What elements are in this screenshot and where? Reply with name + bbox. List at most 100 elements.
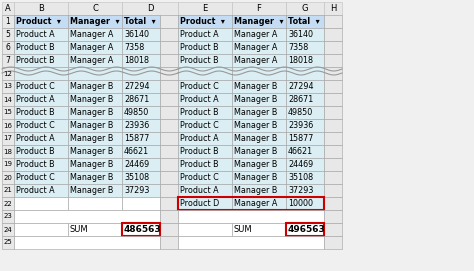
Text: 27294: 27294	[288, 82, 313, 91]
Text: 37293: 37293	[288, 186, 313, 195]
Bar	[286, 158, 324, 171]
Bar	[14, 158, 68, 171]
Bar	[14, 93, 68, 106]
Text: Manager B: Manager B	[70, 82, 113, 91]
Bar	[122, 15, 160, 28]
Bar	[324, 15, 342, 28]
Text: Manager A: Manager A	[70, 43, 113, 52]
Text: 35108: 35108	[288, 173, 313, 182]
Text: Product C: Product C	[180, 173, 219, 182]
Bar	[14, 28, 68, 41]
Bar	[160, 197, 178, 210]
Text: Manager B: Manager B	[234, 160, 277, 169]
Bar	[286, 15, 324, 28]
Text: 18018: 18018	[288, 56, 313, 65]
Bar	[178, 236, 324, 249]
Bar	[122, 223, 160, 236]
Text: 25: 25	[4, 240, 12, 246]
Bar	[232, 158, 286, 171]
Bar	[232, 54, 286, 67]
Bar	[286, 132, 324, 145]
Bar	[14, 119, 68, 132]
Bar	[14, 171, 68, 184]
Bar	[2, 132, 14, 145]
Bar	[2, 15, 14, 28]
Bar	[14, 184, 68, 197]
Bar	[324, 67, 342, 80]
Text: 7: 7	[6, 56, 10, 65]
Text: Product C: Product C	[180, 82, 219, 91]
Bar	[178, 54, 232, 67]
Bar	[68, 171, 122, 184]
Bar	[286, 2, 324, 15]
Text: Product B: Product B	[180, 108, 219, 117]
Text: D: D	[147, 4, 153, 13]
Bar	[286, 145, 324, 158]
Text: Manager  ▾: Manager ▾	[70, 17, 119, 26]
Text: 17: 17	[3, 136, 12, 141]
Bar	[122, 184, 160, 197]
Text: Manager B: Manager B	[70, 134, 113, 143]
Bar	[286, 54, 324, 67]
Bar	[324, 132, 342, 145]
Bar	[14, 210, 160, 223]
Bar	[122, 41, 160, 54]
Text: Product A: Product A	[180, 95, 219, 104]
Text: Manager B: Manager B	[234, 173, 277, 182]
Bar	[68, 80, 122, 93]
Bar	[160, 119, 178, 132]
Bar	[14, 15, 68, 28]
Text: Manager A: Manager A	[70, 56, 113, 65]
Text: 28671: 28671	[288, 95, 313, 104]
Bar	[232, 145, 286, 158]
Text: Manager B: Manager B	[234, 95, 277, 104]
Bar	[324, 158, 342, 171]
Text: Product B: Product B	[16, 108, 55, 117]
Text: 23: 23	[4, 214, 12, 220]
Text: F: F	[256, 4, 262, 13]
Bar	[178, 28, 232, 41]
Text: Product A: Product A	[16, 186, 55, 195]
Text: Manager B: Manager B	[70, 186, 113, 195]
Bar	[14, 41, 68, 54]
Bar	[232, 41, 286, 54]
Bar	[160, 158, 178, 171]
Text: B: B	[38, 4, 44, 13]
Text: Product B: Product B	[180, 43, 219, 52]
Bar	[160, 80, 178, 93]
Text: Manager B: Manager B	[70, 147, 113, 156]
Bar	[324, 41, 342, 54]
Text: Product B: Product B	[16, 160, 55, 169]
Bar	[324, 54, 342, 67]
Text: 14: 14	[4, 96, 12, 102]
Bar	[122, 54, 160, 67]
Text: 23936: 23936	[124, 121, 149, 130]
Bar	[286, 223, 324, 236]
Bar	[14, 106, 68, 119]
Bar	[160, 210, 178, 223]
Text: Product B: Product B	[180, 56, 219, 65]
Text: Product B: Product B	[180, 147, 219, 156]
Text: Total  ▾: Total ▾	[288, 17, 319, 26]
Bar	[178, 158, 232, 171]
Bar	[122, 80, 160, 93]
Bar	[232, 132, 286, 145]
Bar	[2, 54, 14, 67]
Text: 24: 24	[4, 227, 12, 233]
Bar	[2, 210, 14, 223]
Bar	[122, 119, 160, 132]
Text: 36140: 36140	[288, 30, 313, 39]
Text: Product A: Product A	[180, 186, 219, 195]
Bar	[68, 2, 122, 15]
Text: Manager B: Manager B	[234, 134, 277, 143]
Bar	[286, 223, 324, 236]
Text: 24469: 24469	[124, 160, 149, 169]
Bar	[160, 93, 178, 106]
Text: 10000: 10000	[288, 199, 313, 208]
Bar	[2, 2, 14, 15]
Bar	[2, 171, 14, 184]
Bar	[2, 106, 14, 119]
Text: 46621: 46621	[288, 147, 313, 156]
Bar	[14, 67, 68, 80]
Bar	[68, 132, 122, 145]
